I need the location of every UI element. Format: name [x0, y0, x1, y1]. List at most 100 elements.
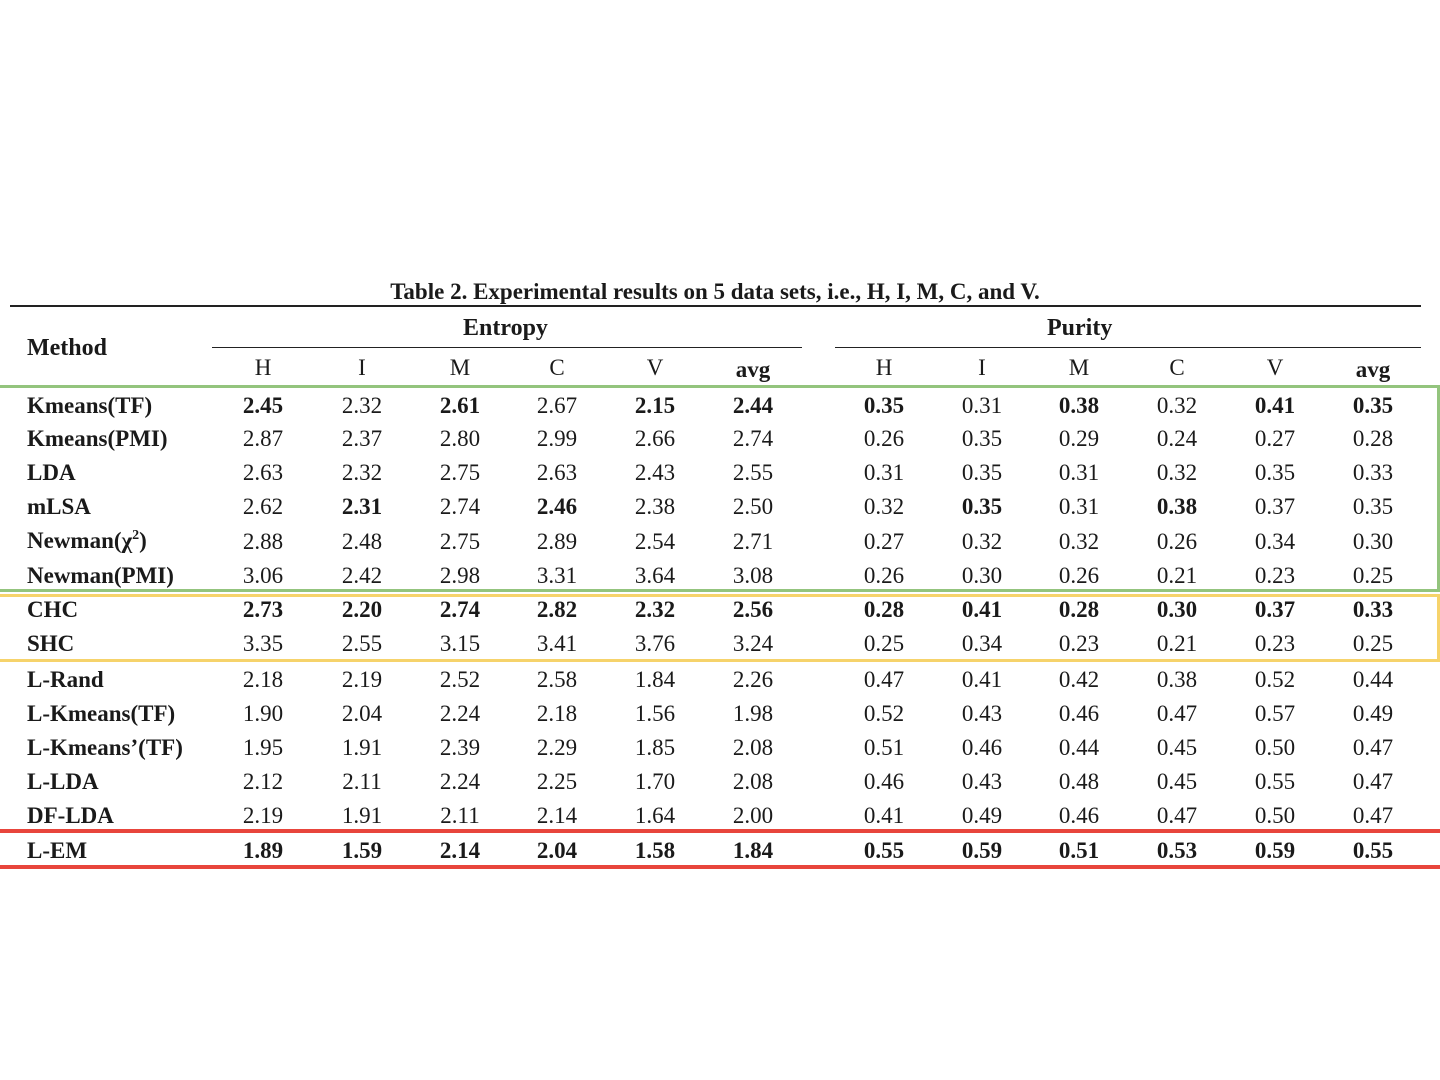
- purity-cell: 0.34: [961, 631, 1003, 656]
- entropy-cell: 2.54: [634, 529, 676, 554]
- method-name: mLSA: [27, 494, 91, 519]
- purity-cell: 0.45: [1156, 769, 1198, 794]
- purity-cell: 0.53: [1156, 838, 1198, 863]
- table-caption: Table 2. Experimental results on 5 data …: [390, 279, 1040, 304]
- entropy-cell: 1.98: [732, 701, 774, 726]
- entropy-cell: 2.00: [732, 803, 774, 828]
- entropy-cell: 3.15: [439, 631, 481, 656]
- entropy-cell: 3.41: [536, 631, 578, 656]
- entropy-cell: 2.74: [732, 426, 774, 451]
- entropy-cell: 2.12: [242, 769, 284, 794]
- entropy-cell: 2.48: [341, 529, 383, 554]
- purity-cell: 0.28: [1352, 426, 1394, 451]
- entropy-cell: 2.89: [536, 529, 578, 554]
- purity-cell: 0.35: [961, 460, 1003, 485]
- entropy-cell: 2.63: [536, 460, 578, 485]
- purity-subheader-h: H: [875, 355, 893, 380]
- entropy-cell: 2.50: [732, 494, 774, 519]
- purity-cell: 0.23: [1254, 631, 1296, 656]
- purity-subheader-v: V: [1266, 355, 1284, 380]
- purity-cell: 0.59: [961, 838, 1003, 863]
- entropy-cell: 2.88: [242, 529, 284, 554]
- entropy-cell: 1.59: [341, 838, 383, 863]
- method-name: L-Kmeans(TF): [27, 701, 176, 726]
- purity-cell: 0.52: [863, 701, 905, 726]
- purity-cell: 0.59: [1254, 838, 1296, 863]
- purity-cell: 0.23: [1058, 631, 1100, 656]
- purity-cell: 0.49: [961, 803, 1003, 828]
- purity-cell: 0.44: [1352, 667, 1394, 692]
- purity-subheader-avg: avg: [1355, 357, 1391, 382]
- purity-cell: 0.30: [1352, 529, 1394, 554]
- entropy-cell: 2.29: [536, 735, 578, 760]
- topic-model-group-highlight: [0, 385, 1440, 592]
- purity-cell: 0.37: [1254, 597, 1296, 622]
- purity-cell: 0.23: [1254, 563, 1296, 588]
- entropy-cell: 1.84: [634, 667, 676, 692]
- purity-cell: 0.37: [1254, 494, 1296, 519]
- purity-cell: 0.45: [1156, 735, 1198, 760]
- entropy-cell: 2.75: [439, 529, 481, 554]
- entropy-cell: 2.15: [634, 393, 676, 418]
- purity-cell: 0.43: [961, 701, 1003, 726]
- entropy-cell: 2.55: [732, 460, 774, 485]
- purity-cell: 0.41: [961, 667, 1003, 692]
- entropy-cell: 2.56: [732, 597, 774, 622]
- entropy-cell: 2.55: [341, 631, 383, 656]
- method-name: Kmeans(PMI): [27, 426, 168, 451]
- method-name: LDA: [27, 460, 76, 485]
- method-name: CHC: [27, 597, 79, 622]
- purity-cell: 0.28: [1058, 597, 1100, 622]
- purity-cell: 0.55: [1254, 769, 1296, 794]
- entropy-cell: 2.14: [536, 803, 578, 828]
- purity-subheader-c: C: [1169, 355, 1185, 380]
- purity-cell: 0.29: [1058, 426, 1100, 451]
- purity-cell: 0.32: [1058, 529, 1100, 554]
- entropy-cell: 2.73: [242, 597, 284, 622]
- entropy-subheader-c: C: [549, 355, 565, 380]
- purity-cell: 0.47: [1352, 735, 1394, 760]
- entropy-cell: 2.52: [439, 667, 481, 692]
- method-name: SHC: [27, 631, 75, 656]
- entropy-subheader-h: H: [254, 355, 272, 380]
- entropy-cell: 2.26: [732, 667, 774, 692]
- purity-cell: 0.32: [1156, 460, 1198, 485]
- purity-cell: 0.50: [1254, 803, 1296, 828]
- entropy-cell: 1.89: [242, 838, 284, 863]
- entropy-cell: 2.87: [242, 426, 284, 451]
- entropy-cell: 2.19: [341, 667, 383, 692]
- hierarchical-group-highlight: [0, 594, 1440, 662]
- entropy-cell: 1.91: [341, 803, 383, 828]
- purity-cell: 0.25: [1352, 563, 1394, 588]
- purity-cell: 0.55: [863, 838, 905, 863]
- method-name: Newman(PMI): [27, 563, 174, 588]
- entropy-cell: 1.58: [634, 838, 676, 863]
- entropy-cell: 2.20: [341, 597, 383, 622]
- method-column-header: Method: [27, 335, 107, 361]
- purity-cell: 0.44: [1058, 735, 1100, 760]
- method-name: Kmeans(TF): [27, 393, 153, 418]
- method-name: L-Rand: [27, 667, 104, 692]
- purity-group-header: Purity: [1047, 315, 1113, 341]
- entropy-cell: 1.70: [634, 769, 676, 794]
- purity-cell: 0.21: [1156, 563, 1198, 588]
- entropy-cell: 3.24: [732, 631, 774, 656]
- entropy-subheader-v: V: [646, 355, 664, 380]
- method-name: DF-LDA: [27, 803, 114, 828]
- purity-cell: 0.41: [1254, 393, 1296, 418]
- purity-cell: 0.35: [961, 426, 1003, 451]
- entropy-cell: 2.74: [439, 597, 481, 622]
- purity-cell: 0.51: [863, 735, 905, 760]
- entropy-cell: 2.18: [536, 701, 578, 726]
- purity-cell: 0.46: [961, 735, 1003, 760]
- purity-cell: 0.47: [1352, 803, 1394, 828]
- entropy-cell: 2.43: [634, 460, 676, 485]
- purity-cell: 0.28: [863, 597, 905, 622]
- purity-cell: 0.51: [1058, 838, 1100, 863]
- entropy-cell: 3.06: [242, 563, 284, 588]
- entropy-group-rule: [212, 347, 802, 348]
- proposed-method-highlight: [0, 829, 1440, 869]
- entropy-cell: 1.84: [732, 838, 774, 863]
- purity-cell: 0.47: [1156, 803, 1198, 828]
- method-name: L-EM: [27, 838, 88, 863]
